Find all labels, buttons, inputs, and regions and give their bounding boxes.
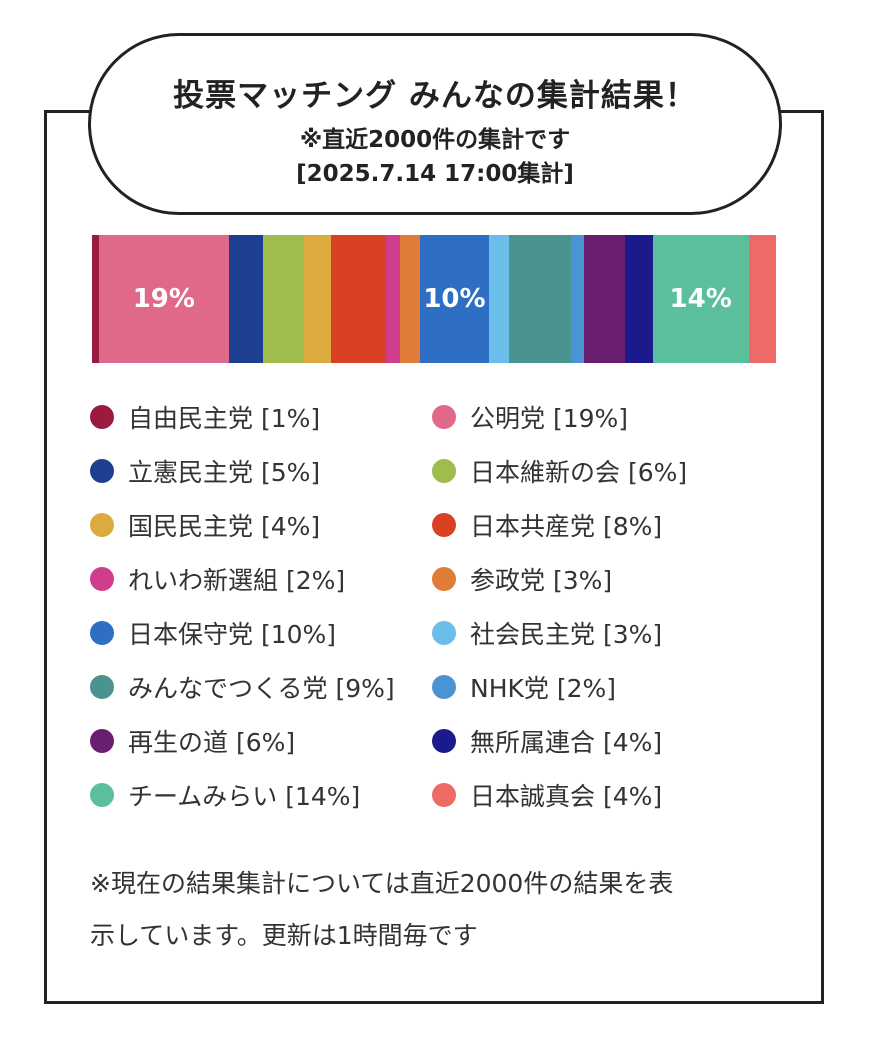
bar-segment-label: 19% [132,284,195,314]
stacked-bar-chart: 19% 10% 14% [92,235,776,363]
legend-label: チームみらい [14%] [128,782,361,811]
legend-item: みんなでつくる党 [9%] [90,660,432,714]
legend-label: 公明党 [19%] [470,404,629,433]
legend-swatch [432,405,456,429]
legend-swatch [90,675,114,699]
legend-swatch [90,567,114,591]
legend-swatch [432,783,456,807]
legend-item: チームみらい [14%] [90,768,432,822]
legend-label: 参政党 [3%] [470,566,613,595]
legend-item: 無所属連合 [4%] [432,714,774,768]
legend-swatch [90,621,114,645]
legend-swatch [90,459,114,483]
legend-item: 参政党 [3%] [432,552,774,606]
bar-segment [386,235,400,363]
legend-item: 日本誠真会 [4%] [432,768,774,822]
legend-swatch [90,513,114,537]
legend-item: 再生の道 [6%] [90,714,432,768]
footer-note-line-2: 示しています。更新は1時間毎です [90,921,478,950]
legend-swatch [432,675,456,699]
bar-segment [399,235,421,363]
legend-label: 再生の道 [6%] [128,728,296,757]
bar-segment [304,235,332,363]
bar-segment [262,235,304,363]
footer-note: ※現在の結果集計については直近2000件の結果を表 示しています。更新は1時間毎… [90,858,790,962]
legend-item: 日本維新の会 [6%] [432,444,774,498]
legend-item: 日本共産党 [8%] [432,498,774,552]
legend-label: 国民民主党 [4%] [128,512,321,541]
legend: 自由民主党 [1%] 公明党 [19%] 立憲民主党 [5%] 日本維新の会 [6%]… [90,390,790,822]
bar-segment [228,235,263,363]
title-pill: 投票マッチング みんなの集計結果！ ※直近2000件の集計です [2025.7.… [88,33,782,215]
legend-swatch [90,783,114,807]
legend-item: 自由民主党 [1%] [90,390,432,444]
legend-label: 自由民主党 [1%] [128,404,321,433]
legend-item: 国民民主党 [4%] [90,498,432,552]
legend-swatch [432,729,456,753]
legend-item: 公明党 [19%] [432,390,774,444]
bar-segment: 10% [420,235,489,363]
legend-label: 日本保守党 [10%] [128,620,337,649]
legend-item: 日本保守党 [10%] [90,606,432,660]
bar-segment: 19% [98,235,229,363]
bar-segment [748,235,776,363]
legend-swatch [432,567,456,591]
timestamp: [2025.7.14 17:00集計] [296,161,574,187]
legend-label: れいわ新選組 [2%] [128,566,346,595]
legend-swatch [90,729,114,753]
bar-segment [509,235,571,363]
bar-segment-label: 10% [423,284,486,314]
bar-segment [331,235,387,363]
legend-label: 無所属連合 [4%] [470,728,663,757]
legend-label: 社会民主党 [3%] [470,620,663,649]
bar-segment-label: 14% [669,284,732,314]
bar-segment [488,235,510,363]
legend-label: 日本共産党 [8%] [470,512,663,541]
legend-swatch [90,405,114,429]
bar-segment [625,235,653,363]
legend-label: 日本誠真会 [4%] [470,782,663,811]
bar-segment [570,235,585,363]
bar-segment: 14% [652,235,749,363]
footer-note-line-1: ※現在の結果集計については直近2000件の結果を表 [90,869,674,898]
legend-item: NHK党 [2%] [432,660,774,714]
legend-label: みんなでつくる党 [9%] [128,674,395,703]
legend-item: 社会民主党 [3%] [432,606,774,660]
legend-swatch [432,513,456,537]
legend-swatch [432,621,456,645]
legend-label: NHK党 [2%] [470,674,617,703]
subtitle: ※直近2000件の集計です [299,127,571,153]
legend-item: れいわ新選組 [2%] [90,552,432,606]
legend-label: 日本維新の会 [6%] [470,458,688,487]
bar-segment [92,235,99,363]
legend-label: 立憲民主党 [5%] [128,458,321,487]
legend-item: 立憲民主党 [5%] [90,444,432,498]
page-title: 投票マッチング みんなの集計結果！ [173,78,697,114]
legend-swatch [432,459,456,483]
bar-segment [584,235,626,363]
